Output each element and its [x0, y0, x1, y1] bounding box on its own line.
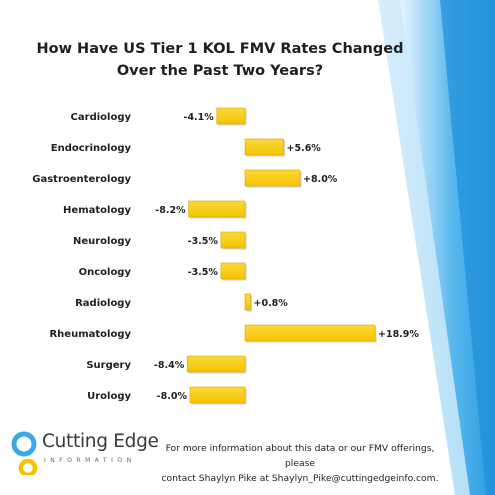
bar	[244, 293, 251, 311]
data-label: +8.0%	[303, 174, 338, 185]
data-label: -8.2%	[155, 205, 186, 216]
category-label: Neurology	[73, 236, 132, 247]
data-label: +18.9%	[378, 329, 419, 340]
chart-title-line1: How Have US Tier 1 KOL FMV Rates Changed	[36, 41, 404, 57]
bar	[216, 107, 246, 125]
bar	[244, 324, 376, 342]
category-label: Hematology	[63, 205, 131, 216]
data-label: +5.6%	[287, 143, 322, 154]
data-label: -4.1%	[184, 112, 215, 123]
bar	[188, 200, 246, 218]
bar	[220, 231, 246, 249]
bar	[244, 138, 284, 156]
bar	[244, 169, 301, 187]
category-label: Oncology	[79, 267, 132, 278]
footer-line-2: contact Shaylyn Pike at Shaylyn_Pike@cut…	[161, 473, 439, 484]
cutting-edge-logo-icon	[11, 431, 38, 475]
category-label: Urology	[87, 391, 131, 402]
category-label: Radiology	[75, 298, 131, 309]
data-label: +0.8%	[254, 298, 289, 309]
category-label: Gastroenterology	[32, 174, 131, 185]
data-label: -8.0%	[157, 391, 188, 402]
footer-contact: For more information about this data or …	[150, 441, 450, 486]
logo-subtitle: INFORMATION	[44, 457, 136, 464]
bar	[186, 355, 246, 373]
data-label: -8.4%	[154, 360, 185, 371]
category-label: Rheumatology	[49, 329, 131, 340]
category-label: Surgery	[86, 360, 131, 371]
footer-line-1: For more information about this data or …	[165, 443, 435, 469]
category-label: Endocrinology	[51, 143, 132, 154]
chart-title: How Have US Tier 1 KOL FMV Rates Changed…	[0, 38, 440, 82]
bar	[189, 386, 246, 404]
bar	[220, 262, 246, 280]
data-label: -3.5%	[188, 236, 219, 247]
data-label: -3.5%	[188, 267, 219, 278]
chart-title-line2: Over the Past Two Years?	[116, 63, 324, 79]
category-label: Cardiology	[71, 112, 132, 123]
logo-name: Cutting Edge	[42, 431, 159, 452]
